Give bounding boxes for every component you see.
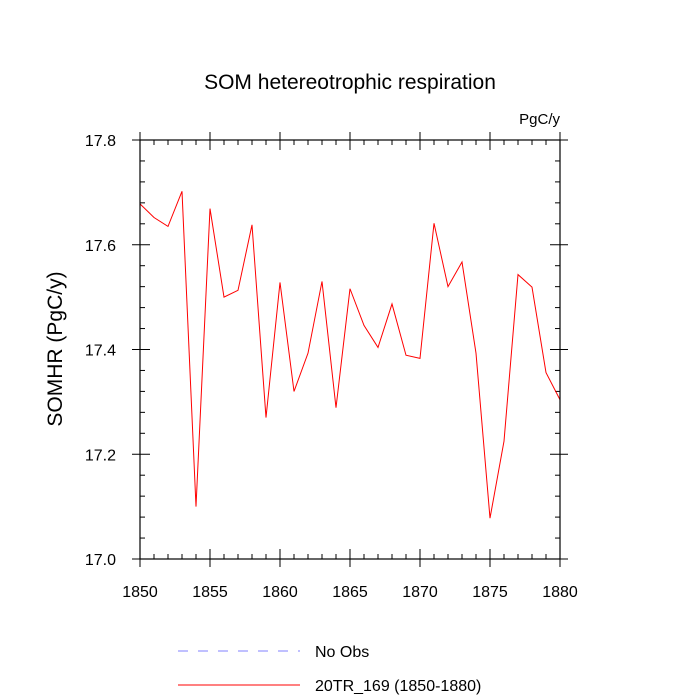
legend: No Obs 20TR_169 (1850-1880) [178, 644, 481, 695]
y-tick-label: 17.0 [85, 552, 116, 569]
series-layer [139, 191, 561, 519]
y-tick-label: 17.8 [85, 133, 116, 150]
chart-title: SOM hetereotrophic respiration [204, 71, 496, 94]
x-tick-label: 1880 [542, 584, 578, 601]
legend-label: 20TR_169 (1850-1880) [315, 678, 481, 695]
x-tick-label: 1855 [192, 584, 228, 601]
x-tick-label: 1865 [332, 584, 368, 601]
y-tick-label: 17.6 [85, 238, 116, 255]
axis-ticks: 1850 1855 1860 1865 1870 1875 1880 17.0 17.2 17.4… [85, 132, 578, 601]
y-axis-label: SOMHR (PgC/y) [44, 271, 67, 426]
x-tick-label: 1860 [262, 584, 298, 601]
x-tick-label: 1875 [472, 584, 508, 601]
y-tick-label: 17.4 [85, 343, 116, 360]
units-label: PgC/y [519, 111, 560, 128]
y-tick-label: 17.2 [85, 447, 116, 464]
plot-frame [139, 139, 561, 560]
x-tick-label: 1870 [402, 584, 438, 601]
legend-label: No Obs [315, 644, 369, 661]
series-line [139, 191, 561, 519]
x-tick-label: 1850 [122, 584, 158, 601]
